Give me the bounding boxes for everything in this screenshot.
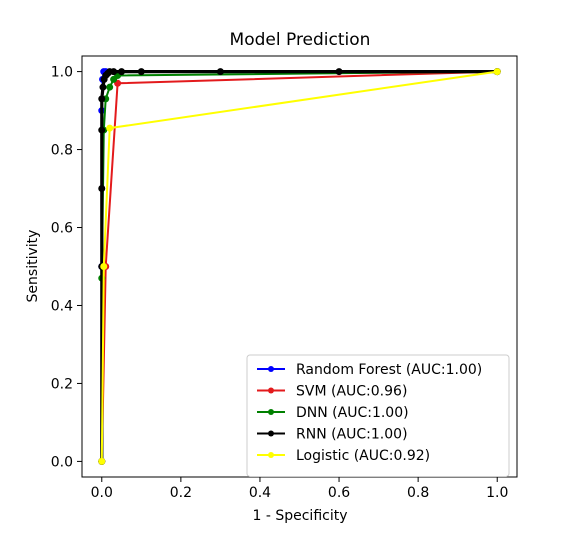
y-tick-label: 0.0 [51, 454, 73, 470]
series-point [106, 124, 114, 132]
x-tick-label: 0.6 [328, 485, 350, 501]
y-tick-label: 0.4 [51, 298, 73, 314]
y-axis-label: Sensitivity [25, 230, 41, 303]
legend-entry: DNN (AUC:1.00) [257, 405, 409, 421]
series-4 [98, 68, 501, 465]
series-point [98, 457, 106, 465]
legend-swatch-marker [268, 430, 274, 437]
x-axis-label: 1 - Specificity [252, 508, 347, 524]
legend-entry: RNN (AUC:1.00) [257, 427, 408, 443]
series-point [216, 68, 224, 76]
legend-swatch-marker [268, 409, 274, 415]
series-point [335, 68, 343, 76]
x-tick-label: 0.0 [91, 485, 113, 501]
y-tick-label: 0.2 [51, 376, 73, 392]
legend-label: Logistic (AUC:0.92) [296, 448, 430, 464]
legend-swatch-marker [268, 366, 274, 372]
series-point [110, 68, 118, 76]
series-point [99, 83, 107, 91]
series-point [118, 68, 126, 76]
x-tick-label: 0.8 [407, 485, 429, 501]
y-tick-label: 0.8 [51, 143, 73, 159]
series-point [98, 95, 106, 103]
y-tick-label: 1.0 [51, 65, 73, 81]
legend-entry: Random Forest (AUC:1.00) [257, 362, 482, 378]
series-line [100, 70, 498, 462]
series-point [100, 263, 108, 270]
chart-title: Model Prediction [230, 30, 371, 50]
series-point [106, 83, 114, 91]
legend-swatch-marker [268, 452, 274, 458]
x-tick-label: 0.2 [170, 485, 192, 501]
plot-lines [98, 68, 501, 465]
series-point [98, 185, 106, 193]
series-point [98, 126, 106, 134]
series-point [493, 68, 501, 76]
legend: Random Forest (AUC:1.00) SVM (AUC:0.96) DN… [246, 354, 510, 477]
x-axis-ticks: 0.0 0.2 0.4 0.6 0.8 1.0 [91, 477, 508, 501]
series-5 [98, 68, 501, 465]
y-axis-ticks: 0.0 0.2 0.4 0.6 0.8 1.0 [51, 65, 82, 470]
legend-label: RNN (AUC:1.00) [296, 427, 408, 443]
x-tick-label: 1.0 [486, 485, 508, 501]
legend-entry: SVM (AUC:0.96) [257, 384, 407, 400]
y-tick-label: 0.6 [51, 221, 73, 237]
legend-label: SVM (AUC:0.96) [296, 384, 407, 400]
legend-label: Random Forest (AUC:1.00) [296, 362, 482, 378]
legend-box [246, 354, 510, 477]
legend-entry: Logistic (AUC:0.92) [257, 448, 430, 464]
legend-swatch-marker [268, 387, 274, 394]
x-tick-label: 0.4 [249, 485, 271, 501]
legend-label: DNN (AUC:1.00) [296, 405, 409, 421]
series-point [137, 68, 145, 76]
